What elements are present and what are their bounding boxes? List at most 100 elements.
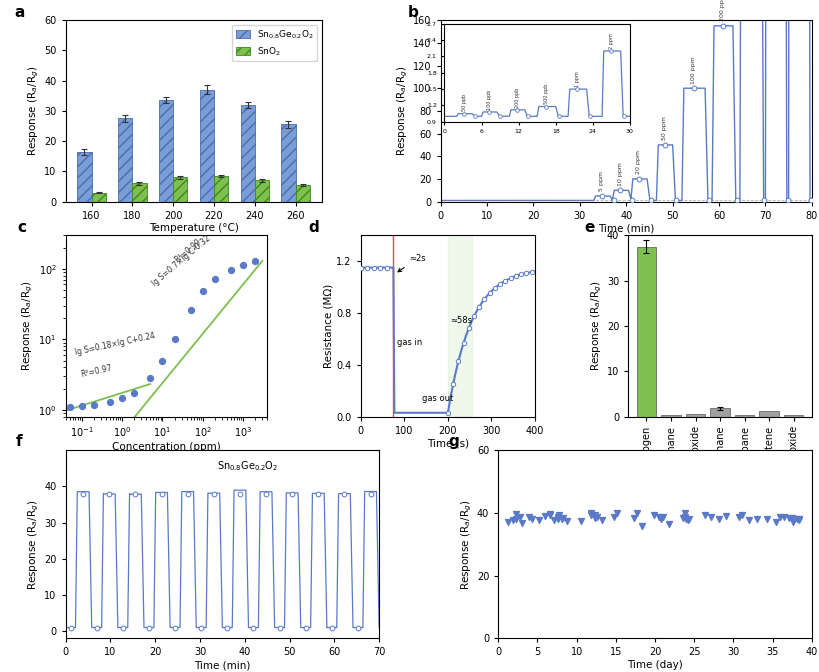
Bar bbox=[758, 411, 778, 417]
Point bbox=[285, 489, 298, 499]
Point bbox=[337, 489, 351, 499]
Bar bbox=[159, 100, 173, 202]
Text: e: e bbox=[584, 220, 594, 235]
Point bbox=[678, 507, 691, 518]
Point bbox=[224, 265, 238, 276]
Point bbox=[143, 373, 156, 384]
Point bbox=[772, 511, 785, 522]
Text: ≈2s: ≈2s bbox=[397, 254, 425, 271]
Point bbox=[515, 518, 528, 529]
Point bbox=[462, 323, 475, 334]
Point bbox=[183, 304, 197, 315]
Point bbox=[364, 489, 377, 499]
Point bbox=[584, 510, 597, 521]
Point bbox=[299, 622, 312, 633]
Point bbox=[194, 622, 207, 633]
Text: lg S=0.18×lg C+0.24: lg S=0.18×lg C+0.24 bbox=[74, 331, 156, 357]
Bar bbox=[77, 152, 92, 202]
Point bbox=[682, 514, 695, 525]
X-axis label: Time (min): Time (min) bbox=[194, 660, 251, 670]
Point bbox=[662, 519, 675, 530]
Point bbox=[522, 511, 535, 522]
Bar bbox=[281, 124, 296, 202]
Point bbox=[782, 512, 795, 523]
Point bbox=[588, 513, 601, 523]
Point bbox=[701, 195, 714, 206]
Point bbox=[208, 274, 221, 284]
Point bbox=[64, 622, 77, 633]
Point bbox=[504, 273, 517, 284]
Point bbox=[237, 259, 250, 270]
Point bbox=[543, 509, 556, 520]
Text: c: c bbox=[17, 220, 26, 235]
Point bbox=[537, 510, 550, 521]
Bar bbox=[447, 235, 471, 417]
Bar bbox=[92, 193, 106, 202]
Y-axis label: Response (R$_a$/R$_g$): Response (R$_a$/R$_g$) bbox=[396, 66, 410, 156]
Point bbox=[493, 279, 506, 290]
Point bbox=[711, 514, 724, 525]
Bar bbox=[240, 105, 255, 202]
Point bbox=[498, 276, 511, 286]
Point bbox=[588, 509, 601, 520]
Point bbox=[513, 511, 526, 522]
Point bbox=[259, 489, 272, 499]
Point bbox=[759, 513, 772, 524]
Point bbox=[803, 195, 817, 206]
Point bbox=[681, 515, 694, 526]
Point bbox=[742, 515, 755, 526]
X-axis label: Concentration (ppm): Concentration (ppm) bbox=[112, 442, 220, 452]
Y-axis label: Response (R$_a$/R$_g$): Response (R$_a$/R$_g$) bbox=[589, 281, 604, 371]
Point bbox=[791, 515, 804, 526]
Point bbox=[273, 622, 286, 633]
Point bbox=[735, 509, 748, 520]
Text: R²=0.99: R²=0.99 bbox=[172, 237, 202, 264]
X-axis label: Time (day): Time (day) bbox=[627, 660, 682, 670]
Point bbox=[652, 512, 665, 523]
Point bbox=[677, 511, 690, 522]
Text: gas out: gas out bbox=[421, 394, 452, 403]
Point bbox=[697, 509, 710, 520]
Text: ≈58s: ≈58s bbox=[450, 317, 472, 325]
Point bbox=[168, 622, 181, 633]
Point bbox=[625, 195, 638, 206]
Point bbox=[551, 509, 564, 520]
Point bbox=[128, 387, 141, 398]
Point bbox=[781, 195, 794, 206]
Text: lg S=0.7×lg C-0.32: lg S=0.7×lg C-0.32 bbox=[150, 234, 212, 288]
Point bbox=[655, 512, 668, 523]
Point bbox=[630, 507, 643, 518]
Point bbox=[102, 489, 115, 499]
Text: 5 ppm: 5 ppm bbox=[599, 171, 604, 192]
Bar bbox=[255, 181, 269, 202]
Point bbox=[613, 185, 627, 196]
Point bbox=[791, 513, 804, 524]
Bar bbox=[132, 183, 147, 202]
Point bbox=[686, 83, 699, 93]
Bar bbox=[118, 118, 132, 202]
Point bbox=[87, 399, 100, 410]
Point bbox=[776, 511, 790, 522]
Point bbox=[509, 509, 523, 519]
Point bbox=[505, 515, 518, 526]
Point bbox=[704, 511, 717, 522]
Point bbox=[519, 267, 532, 278]
Point bbox=[451, 356, 464, 367]
Point bbox=[657, 140, 670, 151]
Point bbox=[90, 622, 103, 633]
Y-axis label: Resistance (MΩ): Resistance (MΩ) bbox=[324, 284, 333, 368]
Text: Sn$_{0.8}$Ge$_{0.2}$O$_2$: Sn$_{0.8}$Ge$_{0.2}$O$_2$ bbox=[216, 460, 278, 474]
Point bbox=[554, 514, 568, 525]
Text: b: b bbox=[407, 5, 418, 19]
Point bbox=[595, 514, 608, 525]
Point bbox=[456, 338, 469, 349]
Point bbox=[525, 513, 538, 524]
Point bbox=[155, 489, 168, 499]
Point bbox=[790, 513, 803, 524]
Point bbox=[446, 379, 459, 390]
Point bbox=[311, 489, 324, 499]
Point bbox=[248, 255, 261, 266]
Point bbox=[509, 271, 522, 282]
Point bbox=[325, 622, 338, 633]
Point bbox=[550, 513, 563, 524]
